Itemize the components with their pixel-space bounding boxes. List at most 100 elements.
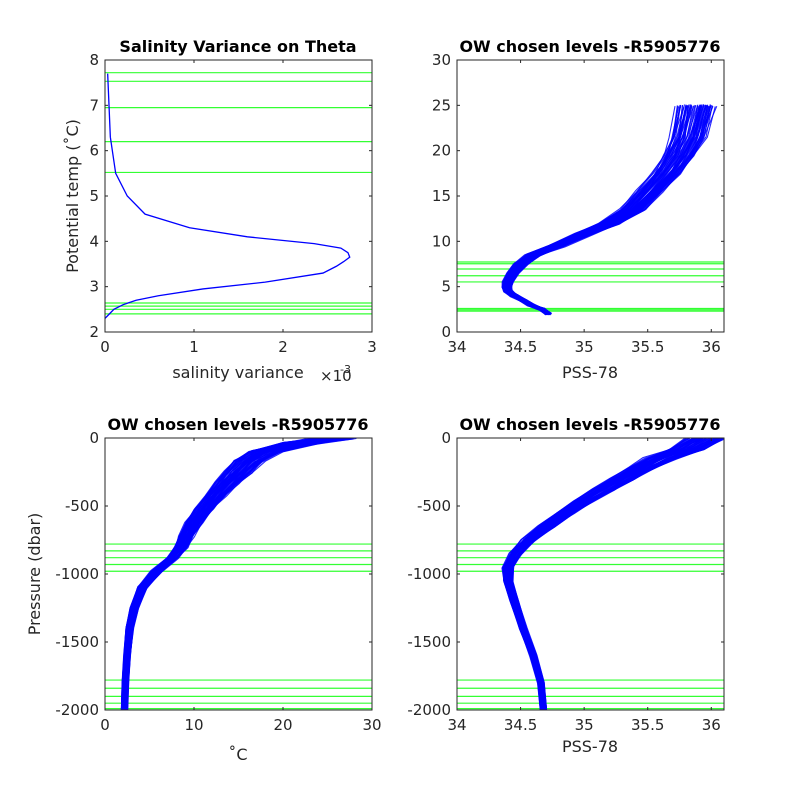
profile-line xyxy=(502,106,687,315)
profile-line xyxy=(507,106,700,315)
profile-line xyxy=(503,105,688,315)
profile-line xyxy=(503,104,687,315)
y-tick-label: 7 xyxy=(89,96,99,114)
y-tick-label: 3 xyxy=(89,278,99,296)
profile-line xyxy=(506,438,704,710)
x-exponent-base: ×10 xyxy=(320,367,352,385)
profile-line xyxy=(502,438,686,710)
x-tick-label: 36 xyxy=(702,338,721,356)
y-tick-label: -2000 xyxy=(407,701,451,719)
profile-line xyxy=(121,438,323,710)
profile-line xyxy=(510,438,717,710)
x-tick-label: 10 xyxy=(184,716,203,734)
x-tick-label: 34.5 xyxy=(504,338,537,356)
x-tick-label: 0 xyxy=(100,716,110,734)
y-tick-label: 20 xyxy=(432,142,451,160)
profile-line xyxy=(503,105,684,315)
profile-line xyxy=(120,438,315,710)
profile-line xyxy=(502,105,685,315)
y-tick-label: 25 xyxy=(432,96,451,114)
y-tick-label: -1000 xyxy=(55,565,99,583)
x-tick-label: 34.5 xyxy=(504,716,537,734)
y-tick-label: 0 xyxy=(441,429,451,447)
profile-line xyxy=(503,438,694,710)
panel-salinity-pressure: OW chosen levels -R5905776 34 34.5 35 35.5 3… xyxy=(407,415,725,756)
profile-line xyxy=(502,438,688,710)
y-tick-label: 30 xyxy=(432,51,451,69)
profile-line xyxy=(503,438,695,710)
profile-line xyxy=(508,438,707,710)
x-tick-label: 0 xyxy=(100,338,110,356)
profile-line xyxy=(504,106,689,315)
x-tick-label: 35 xyxy=(575,338,594,356)
profile-line xyxy=(123,438,333,710)
profile-line xyxy=(125,438,345,710)
y-tick-label: 0 xyxy=(441,323,451,341)
profile-line xyxy=(505,106,694,315)
profile-line xyxy=(506,105,697,316)
y-tick-label: 8 xyxy=(89,51,99,69)
y-tick-label: 5 xyxy=(89,187,99,205)
profile-line xyxy=(501,105,681,315)
y-tick-label: -2000 xyxy=(55,701,99,719)
profile-line xyxy=(503,104,691,316)
profile-line xyxy=(504,438,695,710)
panel-theta-salinity: OW chosen levels -R5905776 34 34.5 35 35.5 3… xyxy=(432,37,725,382)
y-tick-label: 10 xyxy=(432,232,451,250)
y-tick-label: -1500 xyxy=(407,633,451,651)
x-tick-label: 2 xyxy=(278,338,288,356)
profile-line xyxy=(506,104,701,316)
x-axis-label: salinity variance xyxy=(172,363,303,382)
y-tick-label: 2 xyxy=(89,323,99,341)
x-tick-label: 1 xyxy=(189,338,199,356)
x-tick-label: 36 xyxy=(702,716,721,734)
x-axis-label: PSS-78 xyxy=(562,363,618,382)
chart-title: OW chosen levels -R5905776 xyxy=(459,37,720,56)
y-tick-label: 4 xyxy=(89,232,99,250)
panel-temperature-pressure: OW chosen levels -R5905776 0 10 20 30 -2000 -… xyxy=(25,415,382,764)
x-tick-label: 35.5 xyxy=(631,716,664,734)
x-exponent-power: -3 xyxy=(340,363,351,376)
y-axis-label: Potential temp (˚C) xyxy=(63,119,82,273)
y-tick-label: 6 xyxy=(89,142,99,160)
profile-line xyxy=(501,438,685,710)
profile-line xyxy=(503,438,689,710)
profile-line xyxy=(502,106,682,315)
y-tick-label: -1000 xyxy=(407,565,451,583)
series-line xyxy=(105,73,351,319)
y-tick-label: -500 xyxy=(65,497,99,515)
profile-line xyxy=(502,438,691,710)
profile-line xyxy=(504,104,692,316)
profile-line xyxy=(502,104,687,316)
x-axis-label: ˚C xyxy=(228,745,247,764)
x-tick-label: 30 xyxy=(362,716,381,734)
y-tick-label: -500 xyxy=(417,497,451,515)
axes-frame xyxy=(104,437,373,711)
chart-title: Salinity Variance on Theta xyxy=(119,37,356,56)
profile-line xyxy=(502,104,681,316)
profile-line xyxy=(504,105,689,316)
x-tick-label: 35 xyxy=(575,716,594,734)
y-tick-label: 15 xyxy=(432,187,451,205)
x-tick-label: 35.5 xyxy=(631,338,664,356)
y-tick-label: 0 xyxy=(89,429,99,447)
profile-line xyxy=(502,438,690,710)
axes-frame xyxy=(456,59,725,333)
chart-title: OW chosen levels -R5905776 xyxy=(107,415,368,434)
profile-line xyxy=(502,106,680,316)
axes-frame xyxy=(104,59,373,333)
profile-line xyxy=(505,106,693,316)
y-tick-label: 5 xyxy=(441,278,451,296)
x-tick-label: 34 xyxy=(447,338,466,356)
panel-salinity-variance: Salinity Variance on Theta 0 1 2 3 2 3 4 5 6 7 8 s… xyxy=(63,37,377,385)
y-axis-label: Pressure (dbar) xyxy=(25,513,44,636)
profile-line xyxy=(502,105,679,316)
x-axis-label: PSS-78 xyxy=(562,737,618,756)
profile-line xyxy=(511,438,724,710)
y-tick-label: -1500 xyxy=(55,633,99,651)
profile-line xyxy=(503,438,691,710)
x-tick-label: 20 xyxy=(273,716,292,734)
profile-line xyxy=(502,104,683,315)
axes-frame xyxy=(456,437,725,711)
